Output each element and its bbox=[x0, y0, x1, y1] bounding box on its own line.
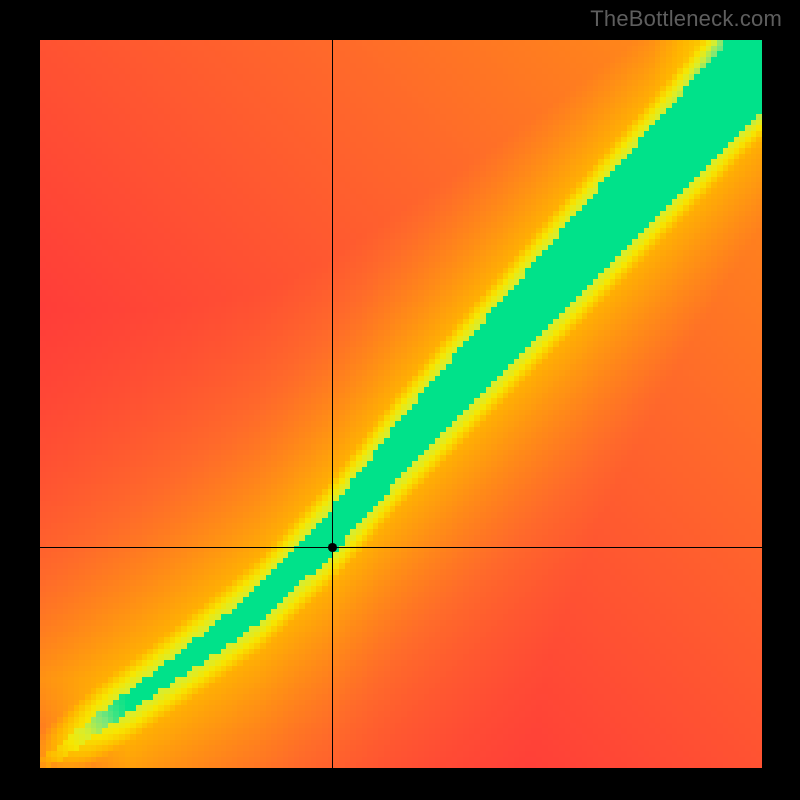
attribution-watermark: TheBottleneck.com bbox=[590, 6, 782, 32]
bottleneck-heatmap bbox=[40, 40, 762, 768]
